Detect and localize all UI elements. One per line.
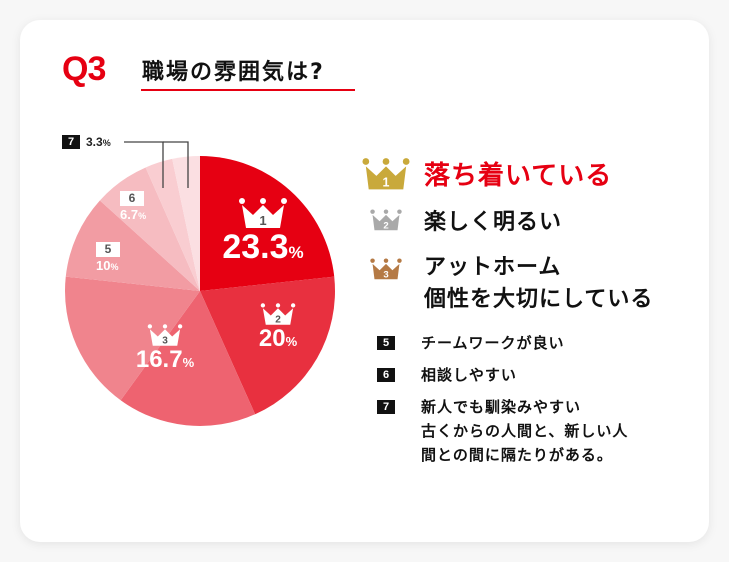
slice-label-rank1: 1 23.3% bbox=[222, 197, 304, 271]
rank6-black-box: 6 bbox=[377, 368, 395, 382]
rank6-pct: 6.7% bbox=[120, 207, 147, 222]
legend-item-rank7: 7 新人でも馴染みやすい 古くからの人間と、新しい人 間との間に隔たりがある。 bbox=[377, 395, 628, 467]
rank7-pct: 3.3% bbox=[86, 135, 111, 149]
rank6-box: 6 bbox=[120, 191, 144, 206]
pie-slices bbox=[64, 156, 335, 426]
gold-crown-icon: 1 bbox=[362, 157, 410, 189]
rank5-pct: 10% bbox=[96, 258, 119, 273]
title-underline bbox=[141, 89, 355, 91]
legend-label-rank7a: 新人でも馴染みやすい bbox=[421, 398, 582, 416]
legend-label-rank7c: 間との間に隔たりがある。 bbox=[421, 446, 613, 464]
pie-slice-rank7 bbox=[145, 158, 200, 291]
rank1-pct: 23.3% bbox=[222, 228, 304, 266]
bronze-crown-icon: 3 bbox=[370, 258, 402, 280]
pie-slice-rank3 bbox=[64, 276, 200, 401]
legend-item-rank1: 1 落ち着いている bbox=[362, 155, 612, 192]
svg-text:1: 1 bbox=[259, 213, 266, 228]
rank5-box: 5 bbox=[96, 242, 120, 257]
question-number: Q3 bbox=[62, 50, 106, 88]
legend-label-rank6: 相談しやすい bbox=[421, 366, 517, 384]
legend-item-rank2: 2 楽しく明るい bbox=[370, 204, 562, 236]
svg-text:3: 3 bbox=[162, 336, 168, 347]
legend-item-rank6: 6 相談しやすい bbox=[377, 363, 517, 387]
legend-label-rank3b: 個性を大切にしている bbox=[424, 287, 654, 312]
crown-icon: 2 bbox=[260, 303, 296, 326]
silver-crown-icon: 2 bbox=[370, 209, 402, 231]
pie-slice-rank5 bbox=[65, 200, 200, 291]
rank5-black-box: 5 bbox=[377, 336, 395, 350]
leader-line-7b bbox=[163, 141, 189, 188]
pie-slice-rank2 bbox=[200, 276, 335, 415]
svg-text:2: 2 bbox=[383, 220, 388, 231]
crown-icon: 3 bbox=[147, 324, 183, 347]
rank7-black-box: 7 bbox=[377, 400, 395, 414]
pie-slice-rank7 bbox=[172, 156, 200, 291]
slice-label-rank2: 2 20% bbox=[248, 302, 308, 355]
pie-slice-rank3 bbox=[120, 291, 256, 426]
rank7-box: 7 bbox=[62, 135, 80, 149]
callout-rank7: 7 3.3% bbox=[62, 135, 111, 149]
svg-text:1: 1 bbox=[383, 175, 390, 189]
rank3-pct: 16.7% bbox=[135, 346, 195, 373]
legend-item-rank3: 3 アットホーム 個性を大切にしている bbox=[370, 252, 653, 316]
svg-text:3: 3 bbox=[383, 269, 388, 280]
legend-label-rank7b: 古くからの人間と、新しい人 bbox=[421, 422, 629, 440]
crown-icon: 1 bbox=[239, 198, 287, 228]
question-title: 職場の雰囲気は? bbox=[142, 60, 325, 85]
slice-label-rank3: 3 16.7% bbox=[130, 323, 200, 376]
svg-text:2: 2 bbox=[275, 315, 281, 326]
legend-label-rank1: 落ち着いている bbox=[424, 161, 613, 191]
slice-label-rank5: 5 10% bbox=[96, 240, 132, 273]
legend-label-rank5: チームワークが良い bbox=[421, 334, 565, 352]
legend-item-rank5: 5 チームワークが良い bbox=[377, 331, 565, 355]
legend-label-rank2: 楽しく明るい bbox=[424, 210, 563, 235]
rank2-pct: 20% bbox=[258, 325, 298, 352]
slice-label-rank6: 6 6.7% bbox=[120, 189, 160, 222]
legend-label-rank3a: アットホーム bbox=[424, 255, 562, 280]
